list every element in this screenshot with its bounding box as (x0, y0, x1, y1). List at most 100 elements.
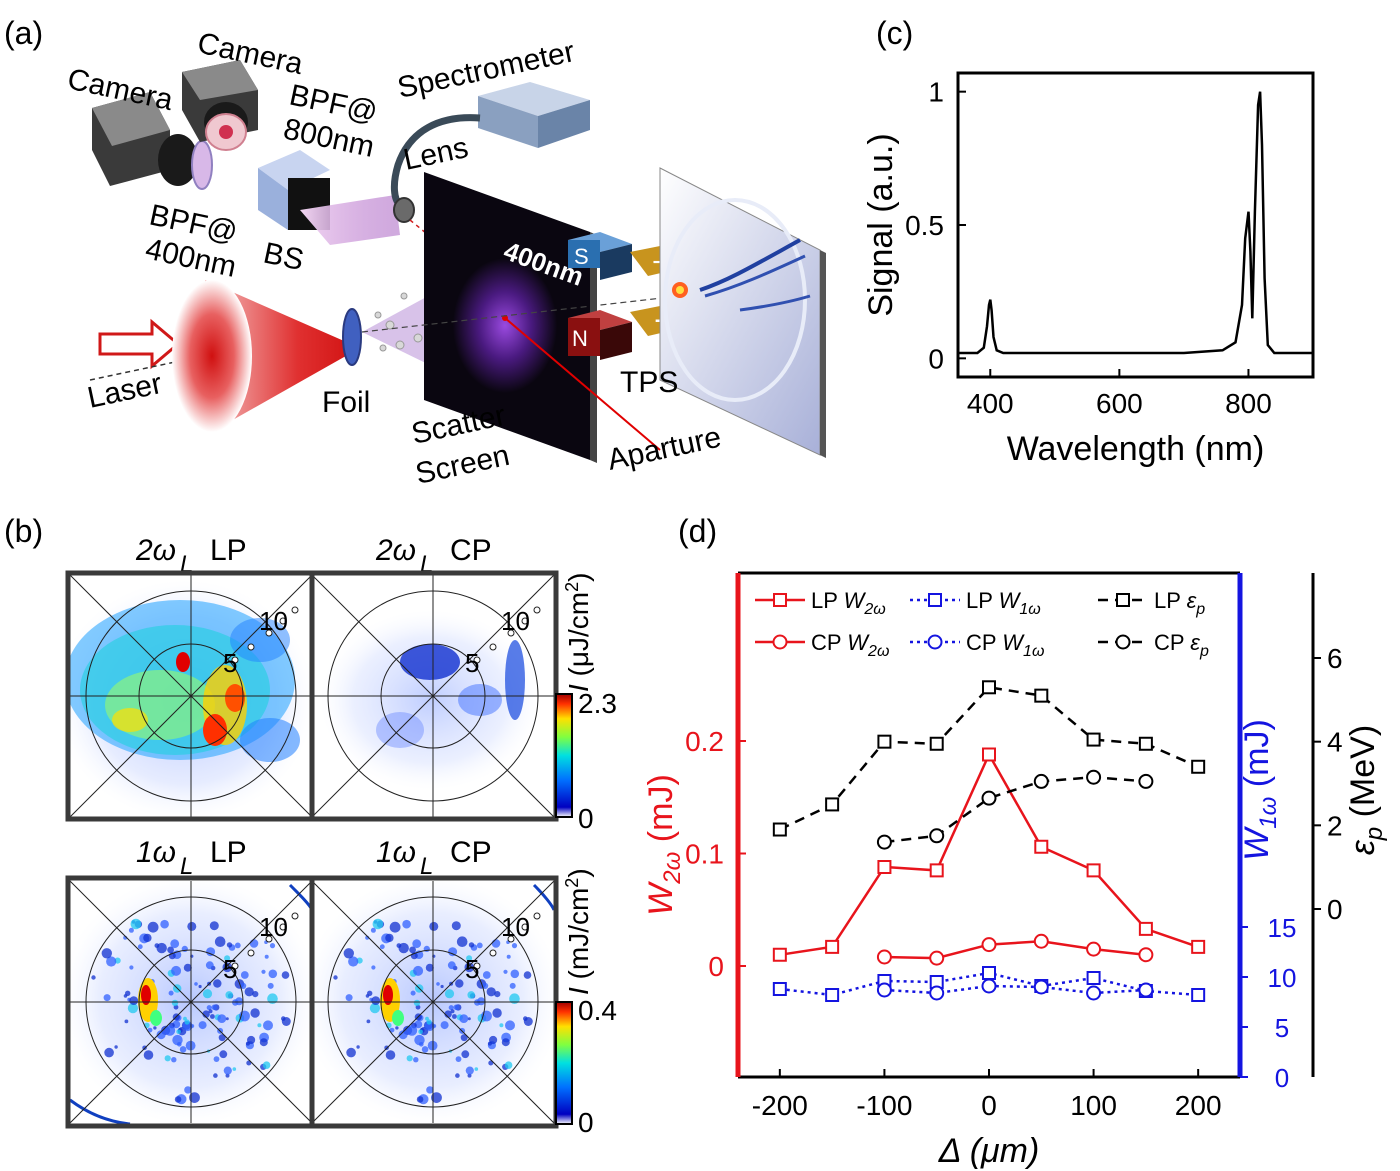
label-aparture: Aparture (605, 421, 724, 477)
speckle (510, 969, 520, 979)
panel-c: (c) 400 600 800 0 0.5 1 Wavelength (nm) Signal … (862, 15, 1315, 468)
colorbar-top-max: 2.3 (578, 688, 617, 719)
speckle (206, 947, 216, 957)
speckle (410, 990, 416, 996)
spectrum-line (958, 91, 1313, 355)
legend-label: CP W2ω (811, 630, 889, 660)
svg-text:LP: LP (210, 836, 247, 869)
speckle (189, 1092, 200, 1103)
mid-axis-label: W1ω (mJ) (1238, 719, 1282, 861)
speckle (406, 1055, 413, 1062)
speckle (234, 942, 241, 949)
legend-marker (1115, 634, 1131, 650)
polar-marker (279, 617, 287, 625)
left-axis-label: W2ω (mJ) (642, 774, 686, 916)
speckle (143, 1050, 154, 1060)
svg-text:L: L (420, 853, 433, 880)
speckle (210, 1014, 215, 1019)
data-point (982, 680, 996, 695)
speckle (418, 1029, 423, 1035)
colorbar-bottom-min: 0 (578, 1107, 594, 1138)
speckle (101, 948, 113, 959)
speckle (281, 971, 290, 979)
polar-marker (533, 912, 541, 920)
speckle (202, 989, 213, 999)
speckle (263, 1020, 273, 1031)
data-point (825, 797, 840, 812)
speckle (205, 961, 214, 970)
data-point (1191, 939, 1206, 954)
series-5 (876, 769, 1154, 850)
data-point (877, 860, 892, 874)
legend-marker (1116, 593, 1130, 607)
speckle (343, 948, 354, 959)
polar-marker (489, 643, 497, 651)
speckle (356, 1045, 360, 1049)
speckle (385, 1050, 396, 1060)
speckle (366, 1019, 371, 1024)
data-point (981, 978, 997, 994)
speckle (413, 999, 421, 1007)
speckle (240, 982, 247, 990)
polar-marker (231, 962, 239, 970)
speckle (218, 1034, 226, 1042)
speckle (406, 1025, 418, 1036)
speckle (183, 963, 192, 972)
data-point (1086, 863, 1101, 878)
speckle (504, 1061, 513, 1069)
data-point (772, 822, 787, 837)
speckle (398, 1030, 408, 1040)
x-axis-label: Δ (μm) (938, 1132, 1040, 1170)
foil-icon (342, 308, 362, 366)
speckle (156, 942, 167, 954)
speckle (371, 965, 376, 970)
speckle (436, 982, 440, 986)
speckle (214, 936, 226, 947)
ring-label-5: 5 (223, 648, 237, 678)
data-point (825, 939, 840, 954)
speckle (447, 961, 456, 970)
left-tick-label: 0.2 (685, 726, 724, 757)
speckle (147, 1027, 153, 1033)
polar-marker (265, 935, 273, 943)
speckle (223, 1066, 232, 1075)
speckle (409, 946, 416, 954)
colorbar-top: 2.3 0 I (μJ/cm2) (555, 573, 617, 834)
colorbar-top-label: I (μJ/cm2) (562, 573, 594, 692)
series-3 (876, 978, 1154, 1001)
legend-label: LP W2ω (811, 588, 886, 618)
series-line (779, 685, 1199, 831)
speckle (421, 1046, 429, 1053)
data-point (1138, 773, 1154, 789)
speckle (426, 1086, 434, 1094)
speckle (453, 1004, 460, 1011)
data-point (1191, 759, 1206, 774)
polar-marker (507, 935, 515, 943)
polar-marker (473, 962, 481, 970)
speckle (452, 1014, 457, 1019)
speckle (124, 1019, 129, 1024)
speckle (143, 933, 152, 943)
ring-label-10: 10 (259, 606, 288, 636)
data-point (1191, 988, 1206, 1002)
legend-label: LP εp (1154, 588, 1205, 618)
right-tick-label: 4 (1327, 727, 1343, 758)
data-point (1086, 941, 1102, 957)
polar-marker (231, 656, 239, 664)
right-axis-label: εp (MeV) (1344, 725, 1388, 855)
data-point (929, 950, 945, 966)
speckle (468, 942, 475, 948)
speckle (460, 1034, 468, 1042)
speckle (333, 975, 338, 980)
series-line (779, 751, 1199, 957)
polar-axis (311, 880, 555, 1124)
panel-c-letter: (c) (876, 15, 913, 51)
map-title-2w-cp: 2ω L CP (375, 534, 492, 578)
speckle (467, 1017, 471, 1021)
speckle (184, 1019, 190, 1025)
speckle (232, 1067, 237, 1071)
magnet-n-label: N (572, 326, 588, 351)
speckle (440, 984, 444, 989)
polar-marker (279, 923, 287, 931)
label-laser: Laser (85, 367, 165, 415)
